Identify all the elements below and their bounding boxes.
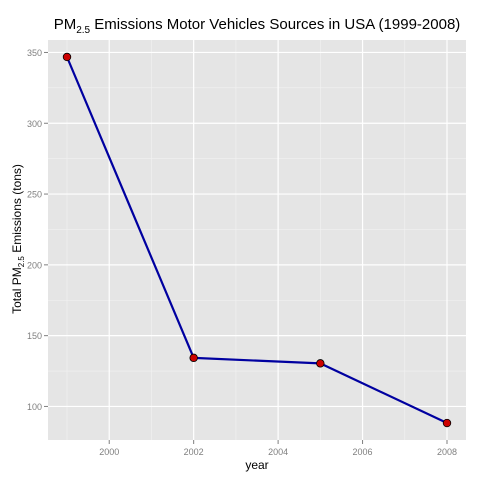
series-layer [65,55,449,425]
y-axis: 100 150 200 250 300 350 [27,48,48,412]
y-tick-label: 150 [27,331,42,341]
y-tick-label: 350 [27,48,42,58]
y-axis-label-prefix: Total PM [10,267,24,314]
y-tick-label: 250 [27,190,42,200]
y-axis-label: Total PM2.5 Emissions (tons) [10,164,26,314]
y-tick-label: 100 [27,402,42,412]
data-point-2002 [189,353,198,363]
chart-title: PM2.5 Emissions Motor Vehicles Sources i… [54,16,461,36]
x-tick-label: 2004 [268,447,288,457]
chart-title-prefix: PM [54,16,77,33]
x-tick-label: 2000 [99,447,119,457]
y-axis-label-subscript: 2.5 [17,256,26,268]
x-tick-label: 2008 [437,447,457,457]
minor-gridlines [48,40,466,440]
x-axis: 2000 2002 2004 2006 2008 [99,440,457,457]
chart-title-subscript: 2.5 [76,25,90,36]
points-layer [62,52,452,428]
series-line [65,55,449,425]
y-tick-label: 200 [27,260,42,270]
x-tick-label: 2002 [184,447,204,457]
data-point-2008 [442,418,452,428]
x-tick-label: 2006 [353,447,373,457]
chart-title-suffix: Emissions Motor Vehicles Sources in USA … [90,16,460,33]
plot-panel [48,40,466,440]
major-gridlines [48,40,466,440]
data-point-2005 [316,359,325,368]
x-axis-label: year [245,458,268,472]
y-tick-label: 300 [27,119,42,129]
data-point-1999 [62,52,72,62]
y-axis-label-suffix: Emissions (tons) [10,164,24,256]
